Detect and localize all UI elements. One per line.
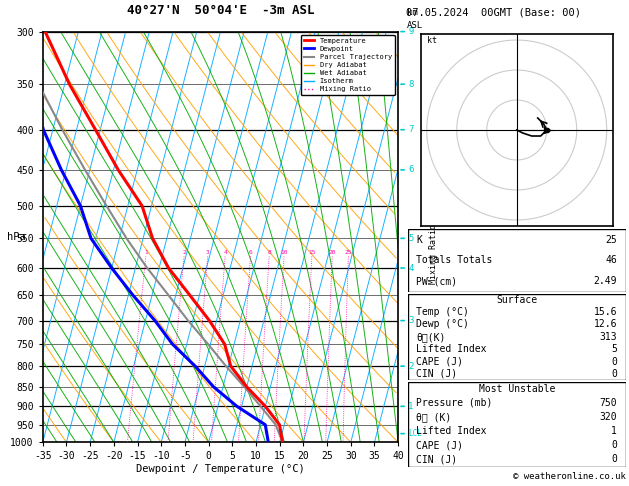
Text: 1: 1 [144, 250, 148, 255]
Text: Surface: Surface [496, 295, 537, 305]
Text: km: km [407, 8, 418, 17]
Text: θᴇ (K): θᴇ (K) [416, 412, 452, 422]
Text: 7: 7 [408, 125, 413, 134]
X-axis label: Dewpoint / Temperature (°C): Dewpoint / Temperature (°C) [136, 464, 305, 474]
Text: 9: 9 [408, 27, 413, 36]
Text: CAPE (J): CAPE (J) [416, 440, 464, 451]
Text: 15: 15 [308, 250, 316, 255]
Text: 10: 10 [281, 250, 288, 255]
Text: CAPE (J): CAPE (J) [416, 357, 464, 366]
Text: 4: 4 [408, 263, 413, 273]
Text: © weatheronline.co.uk: © weatheronline.co.uk [513, 472, 626, 481]
Text: 0: 0 [611, 357, 617, 366]
Text: 320: 320 [599, 412, 617, 422]
Text: θᴇ(K): θᴇ(K) [416, 332, 446, 342]
Text: Lifted Index: Lifted Index [416, 344, 487, 354]
Text: 6: 6 [408, 165, 413, 174]
Text: Totals Totals: Totals Totals [416, 256, 493, 265]
Text: 07.05.2024  00GMT (Base: 00): 07.05.2024 00GMT (Base: 00) [406, 7, 581, 17]
Text: K: K [416, 235, 422, 245]
Text: 25: 25 [345, 250, 352, 255]
Text: 3: 3 [206, 250, 209, 255]
Text: Most Unstable: Most Unstable [479, 383, 555, 394]
Text: LCL: LCL [408, 429, 422, 438]
Text: 0: 0 [611, 440, 617, 451]
Text: 750: 750 [599, 398, 617, 408]
Text: 8: 8 [408, 80, 413, 88]
Text: 1: 1 [408, 402, 413, 411]
Legend: Temperature, Dewpoint, Parcel Trajectory, Dry Adiabat, Wet Adiabat, Isotherm, Mi: Temperature, Dewpoint, Parcel Trajectory… [301, 35, 394, 95]
Text: 1: 1 [611, 426, 617, 436]
Text: Dewp (°C): Dewp (°C) [416, 319, 469, 330]
Text: 40°27'N  50°04'E  -3m ASL: 40°27'N 50°04'E -3m ASL [126, 4, 314, 17]
Text: 2.49: 2.49 [594, 276, 617, 286]
Text: Pressure (mb): Pressure (mb) [416, 398, 493, 408]
Text: 12.6: 12.6 [594, 319, 617, 330]
Text: Lifted Index: Lifted Index [416, 426, 487, 436]
Text: 4: 4 [223, 250, 227, 255]
Text: PW (cm): PW (cm) [416, 276, 457, 286]
Text: 2: 2 [182, 250, 186, 255]
Text: 20: 20 [328, 250, 336, 255]
Text: 2: 2 [408, 362, 413, 371]
Text: 3: 3 [408, 316, 413, 325]
Text: CIN (J): CIN (J) [416, 454, 457, 465]
Text: 25: 25 [605, 235, 617, 245]
Text: 46: 46 [605, 256, 617, 265]
Text: 0: 0 [611, 454, 617, 465]
Text: 5: 5 [408, 234, 413, 243]
Text: Temp (°C): Temp (°C) [416, 307, 469, 317]
Text: 15.6: 15.6 [594, 307, 617, 317]
Text: 313: 313 [599, 332, 617, 342]
Text: 8: 8 [267, 250, 271, 255]
Text: CIN (J): CIN (J) [416, 369, 457, 379]
Text: Mixing Ratio (g/kg): Mixing Ratio (g/kg) [429, 190, 438, 284]
Text: 6: 6 [248, 250, 252, 255]
Text: hPa: hPa [7, 232, 26, 242]
Text: 5: 5 [611, 344, 617, 354]
Text: kt: kt [426, 36, 437, 45]
Text: ASL: ASL [407, 20, 423, 30]
Text: 0: 0 [611, 369, 617, 379]
